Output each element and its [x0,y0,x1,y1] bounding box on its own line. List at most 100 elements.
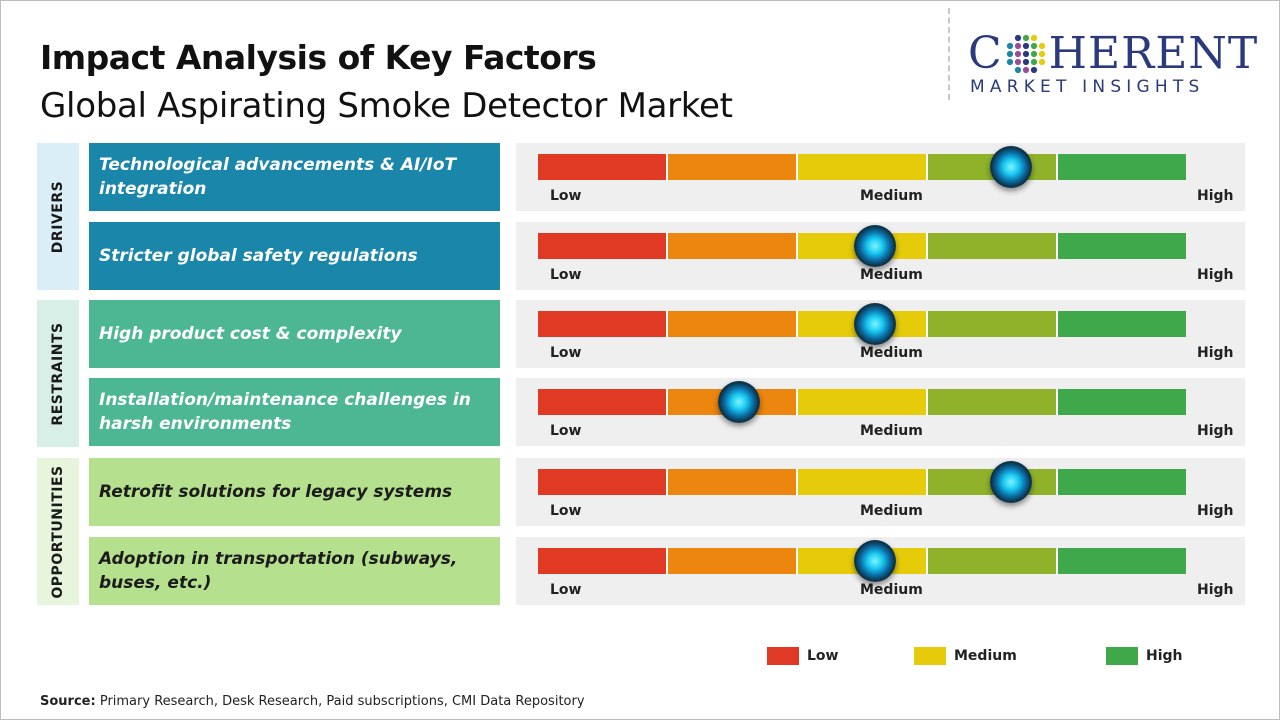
impact-scale-segment [538,154,668,180]
scale-label-high: High [1197,503,1234,519]
category-restraints: RESTRAINTS [37,300,79,447]
impact-scale-segment [1058,233,1186,259]
scale-label-medium: Medium [860,188,923,204]
impact-scale-segment [1058,389,1186,415]
impact-scale-segment [798,154,928,180]
factor-label: Stricter global safety regulations [99,246,418,266]
impact-scale-segment [668,154,798,180]
factor-box: Retrofit solutions for legacy systems [89,458,500,526]
category-label-opportunities: OPPORTUNITIES [50,464,66,599]
impact-scale-segment [668,311,798,337]
source-text: Primary Research, Desk Research, Paid su… [99,694,585,709]
impact-scale-segment [928,389,1058,415]
scale-label-high: High [1197,582,1234,598]
impact-scale-segment [928,233,1058,259]
logo-dot [1014,50,1021,58]
logo-dot [1022,66,1029,74]
impact-scale-segment [668,469,798,495]
logo-dot [1014,66,1021,74]
impact-scale-segment [1058,469,1186,495]
legend-item-medium: Medium [914,647,1017,665]
impact-indicator-knob [717,381,760,423]
scale-label-high: High [1197,423,1234,439]
impact-scale-segment [798,469,928,495]
logo-dot [1006,42,1013,50]
scale-label-medium: Medium [860,582,923,598]
impact-meter: Low Medium High [516,458,1245,526]
chart-subtitle: Global Aspirating Smoke Detector Market [40,86,733,126]
impact-indicator-knob [853,225,896,267]
category-drivers: DRIVERS [37,143,79,290]
factor-box: High product cost & complexity [89,300,500,368]
impact-scale-segment [538,548,668,574]
impact-scale-segment [1058,154,1186,180]
impact-indicator-knob [853,303,896,345]
legend-item-high: High [1106,647,1183,665]
scale-label-high: High [1197,345,1234,361]
category-opportunities: OPPORTUNITIES [37,458,79,605]
factor-box: Stricter global safety regulations [89,222,500,290]
logo-tagline: MARKET INSIGHTS [970,77,1205,97]
logo-dot [1030,66,1037,74]
scale-label-low: Low [550,267,582,283]
scale-label-high: High [1197,267,1234,283]
legend-label-medium: Medium [954,648,1017,664]
logo-dot [1038,58,1045,66]
scale-label-low: Low [550,188,582,204]
header-divider [948,8,950,100]
factor-box: Technological advancements & AI/IoT inte… [89,143,500,211]
factor-box: Adoption in transportation (subways, bus… [89,537,500,605]
impact-meter: Low Medium High [516,300,1245,368]
logo-dot [1038,42,1045,50]
logo-dot [1022,50,1029,58]
impact-scale-segment [928,311,1058,337]
logo-dot [1014,34,1021,42]
impact-scale-bar [538,548,1186,574]
scale-label-medium: Medium [860,423,923,439]
scale-label-high: High [1197,188,1234,204]
logo-dot [1038,50,1045,58]
factor-label: Retrofit solutions for legacy systems [99,482,453,502]
impact-scale-bar [538,469,1186,495]
impact-indicator-knob [990,461,1033,503]
logo-dot [1030,50,1037,58]
company-logo: C HERENT MARKET INSIGHTS [968,28,1268,100]
logo-dot [1030,42,1037,50]
impact-scale-segment [538,311,668,337]
impact-meter: Low Medium High [516,378,1245,446]
impact-scale-bar [538,389,1186,415]
source-label: Source: [40,694,96,709]
category-label-drivers: DRIVERS [50,180,66,253]
scale-label-medium: Medium [860,267,923,283]
impact-scale-segment [538,389,668,415]
impact-scale-bar [538,154,1186,180]
legend-swatch-medium [914,647,946,665]
factor-label: Adoption in transportation (subways, bus… [99,549,458,593]
factor-label: Technological advancements & AI/IoT inte… [99,155,457,199]
impact-scale-segment [1058,548,1186,574]
logo-dot [1022,34,1029,42]
legend-swatch-low [767,647,799,665]
factor-label: Installation/maintenance challenges in h… [99,390,471,434]
impact-indicator-knob [990,146,1033,188]
legend-item-low: Low [767,647,838,665]
category-label-restraints: RESTRAINTS [50,321,66,426]
impact-scale-segment [668,233,798,259]
logo-dot [1006,50,1013,58]
scale-label-low: Low [550,503,582,519]
scale-label-low: Low [550,345,582,361]
logo-dot [1030,58,1037,66]
logo-dot [1030,34,1037,42]
chart-title: Impact Analysis of Key Factors [40,38,597,77]
impact-meter: Low Medium High [516,143,1245,211]
impact-meter: Low Medium High [516,222,1245,290]
impact-meter: Low Medium High [516,537,1245,605]
source-note: Source: Primary Research, Desk Research,… [40,694,585,709]
logo-dot [1006,58,1013,66]
impact-scale-segment [1058,311,1186,337]
logo-dot [1022,42,1029,50]
scale-label-low: Low [550,582,582,598]
scale-label-medium: Medium [860,345,923,361]
scale-label-low: Low [550,423,582,439]
logo-globe-icon [1006,34,1045,74]
